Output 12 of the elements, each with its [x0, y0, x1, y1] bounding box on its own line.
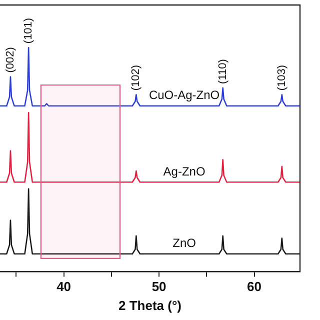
annotation: (102): [130, 64, 142, 91]
x-tick-label: 50: [152, 279, 166, 294]
annotation: (103): [276, 64, 288, 91]
x-tick-label: 40: [56, 279, 72, 294]
x-tick-label: 60: [247, 279, 262, 294]
series-label: Ag-ZnO: [163, 164, 206, 178]
series-label: CuO-Ag-ZnO: [148, 88, 220, 102]
annotation: (101): [22, 18, 35, 44]
annotation: (110): [216, 59, 229, 84]
annotation: (002): [4, 47, 17, 73]
x-axis-title: 2 Theta (°): [118, 298, 182, 313]
series-label: ZnO: [172, 236, 196, 250]
